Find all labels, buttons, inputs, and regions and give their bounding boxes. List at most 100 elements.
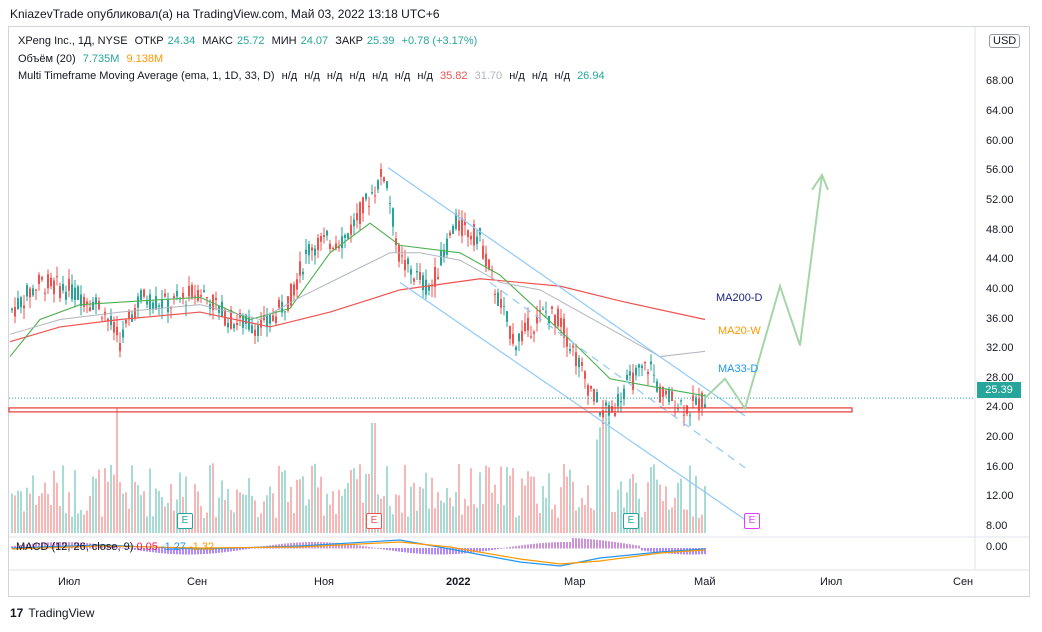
volume-bar — [278, 465, 280, 533]
macd-bar — [362, 545, 364, 549]
macd-bar — [248, 548, 250, 549]
volume-bar — [314, 463, 316, 533]
x-tick-label: 2022 — [446, 576, 471, 588]
candle-body — [593, 388, 595, 402]
candle-body — [605, 402, 607, 406]
candle-body — [221, 301, 223, 317]
volume-bar — [344, 488, 346, 533]
macd-bar — [644, 548, 646, 551]
candle-body — [284, 311, 286, 313]
volume-bar — [77, 513, 79, 533]
earnings-marker[interactable]: E — [623, 513, 639, 529]
tradingview-logo-icon[interactable]: 17 — [10, 606, 24, 620]
candle-body — [452, 225, 454, 234]
candle-body — [380, 169, 382, 177]
volume-bar — [491, 492, 493, 533]
volume-bar — [260, 513, 262, 533]
macd-bar — [563, 542, 565, 549]
macd-bar — [20, 544, 22, 549]
macd-bar — [170, 548, 172, 554]
volume-bar — [626, 492, 628, 533]
volume-bar — [128, 508, 130, 533]
volume-bar — [302, 476, 304, 533]
volume-bar — [686, 509, 688, 533]
macd-bar — [338, 543, 340, 549]
macd-legend: MACD (12, 26, close, 9) 0.05 -1.27 -1.32 — [16, 541, 214, 553]
volume-bar — [389, 506, 391, 533]
candle-body — [260, 319, 262, 328]
macd-bar — [704, 548, 706, 555]
volume-bar — [110, 464, 112, 533]
macd-bar — [500, 548, 502, 549]
volume-bar — [581, 497, 583, 533]
macd-bar — [569, 542, 571, 549]
macd-bar — [572, 538, 574, 549]
volume-bar — [236, 489, 238, 533]
candle-body — [14, 307, 16, 317]
candle-body — [338, 246, 340, 249]
macd-bar — [41, 542, 43, 549]
candle-body — [107, 318, 109, 322]
y-tick-label: 44.00 — [986, 253, 1014, 266]
candle-body — [257, 325, 259, 336]
volume-bar — [701, 514, 703, 533]
volume-bar — [62, 465, 64, 533]
earnings-marker[interactable]: E — [366, 513, 382, 529]
candle-body — [233, 324, 235, 329]
volume-bar — [143, 491, 145, 533]
currency-button[interactable]: USD — [989, 34, 1021, 48]
candle-body — [302, 271, 304, 275]
macd-bar — [386, 548, 388, 550]
mtf-na: н/д — [509, 70, 525, 82]
earnings-marker[interactable]: E — [744, 513, 760, 529]
volume-bar — [209, 465, 211, 533]
volume-bar — [20, 491, 22, 533]
macd-bar — [380, 548, 382, 550]
candle-body — [26, 285, 28, 297]
candle-body — [341, 236, 343, 248]
volume-bar — [662, 501, 664, 533]
candle-body — [296, 279, 298, 290]
candle-body — [644, 361, 646, 364]
macd-bar — [428, 548, 430, 555]
candle-body — [512, 333, 514, 344]
macd-bar — [614, 542, 616, 549]
candle-body — [653, 374, 655, 376]
volume-bar — [119, 482, 121, 533]
macd-bar — [47, 542, 49, 549]
volume-bar — [518, 515, 520, 533]
macd-bar — [368, 546, 370, 549]
candle-body — [365, 193, 367, 200]
volume-bar — [593, 510, 595, 533]
candle-body — [44, 292, 46, 294]
volume-bar — [497, 503, 499, 533]
macd-bar — [560, 542, 562, 549]
candle-body — [458, 220, 460, 231]
candle-body — [194, 295, 196, 297]
candle-body — [656, 381, 658, 392]
volume-bar — [665, 486, 667, 533]
macd-bar — [146, 548, 148, 552]
macd-bar — [611, 541, 613, 549]
macd-bar — [536, 543, 538, 549]
candle-body — [545, 311, 547, 313]
volume-bar — [257, 517, 259, 533]
earnings-marker[interactable]: E — [177, 513, 193, 529]
volume-bar — [254, 500, 256, 533]
candle-body — [440, 250, 442, 266]
candle-body — [293, 284, 295, 296]
candle-body — [665, 390, 667, 395]
macd-bar — [122, 547, 124, 549]
candle-body — [11, 308, 13, 311]
volume-bar — [224, 500, 226, 533]
macd-bar — [551, 542, 553, 549]
candle-body — [614, 413, 616, 416]
volume-bar — [569, 469, 571, 533]
mtf-na: н/д — [281, 70, 298, 82]
candle-body — [476, 236, 478, 245]
candle-body — [497, 292, 499, 307]
candle-body — [419, 272, 421, 280]
volume-bar — [113, 474, 115, 533]
macd-bar — [650, 548, 652, 552]
